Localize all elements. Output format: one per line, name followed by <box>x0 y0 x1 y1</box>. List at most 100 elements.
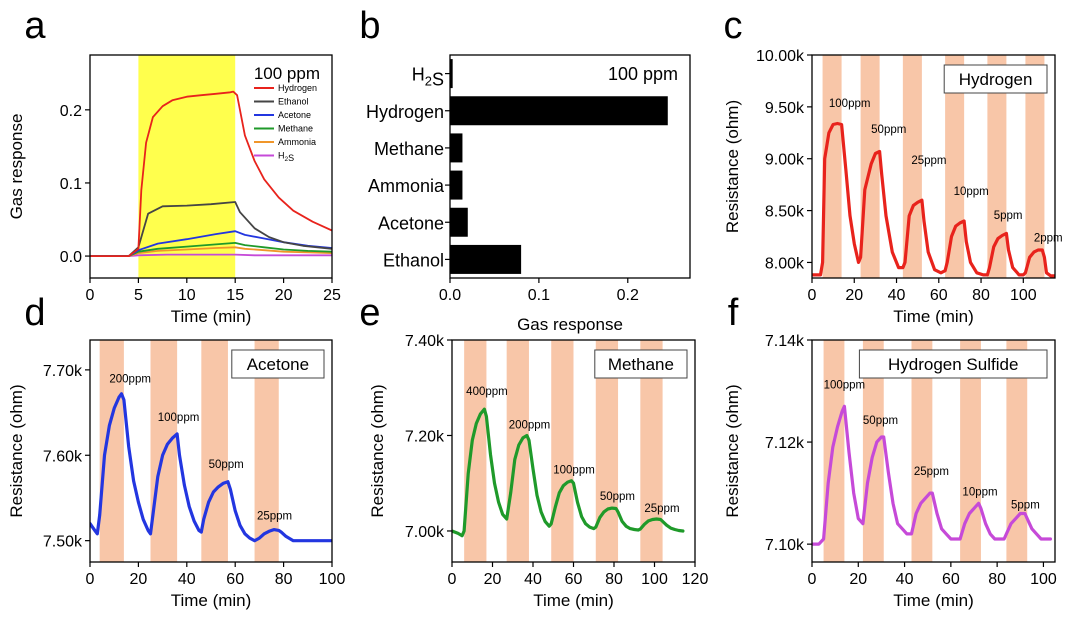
bar <box>450 96 668 125</box>
legend-entry: H2S <box>278 151 294 164</box>
x-tick-label: 80 <box>605 571 623 588</box>
x-tick-label: 0 <box>86 571 95 588</box>
x-axis-label: Time (min) <box>171 307 252 326</box>
x-tick-label: 0 <box>808 571 817 588</box>
x-tick-label: 80 <box>275 571 293 588</box>
concentration-label: 25ppm <box>644 503 679 515</box>
concentration-label: 100ppm <box>829 98 871 110</box>
bar <box>450 171 462 200</box>
panel-label: b <box>359 5 380 47</box>
concentration-annotation: 100 ppm <box>254 64 320 83</box>
legend-entry: Acetone <box>247 355 309 374</box>
legend-entry: Acetone <box>278 110 311 120</box>
x-axis-label: Time (min) <box>533 591 614 610</box>
concentration-label: 50ppm <box>871 124 906 136</box>
x-tick-label: 60 <box>930 287 948 304</box>
x-tick-label: 0 <box>448 571 457 588</box>
y-tick-label: 7.60k <box>43 448 83 465</box>
concentration-label: 50ppm <box>863 415 898 427</box>
concentration-label: 10ppm <box>962 487 997 499</box>
y-tick-label: 0.1 <box>60 176 82 193</box>
x-tick-label: 20 <box>849 571 867 588</box>
category-label: Ammonia <box>368 176 445 196</box>
concentration-label: 10ppm <box>954 186 989 198</box>
x-tick-label: 80 <box>972 287 990 304</box>
x-tick-label: 40 <box>524 571 542 588</box>
concentration-label: 50ppm <box>209 459 244 471</box>
panel-label: a <box>24 5 46 47</box>
legend-entry: Hydrogen Sulfide <box>888 355 1018 374</box>
category-label: Acetone <box>378 213 444 233</box>
x-tick-label: 60 <box>226 571 244 588</box>
x-tick-label: 10 <box>178 287 196 304</box>
panel-label: e <box>359 292 380 334</box>
panel-label: f <box>728 292 739 334</box>
y-tick-label: 8.50k <box>765 204 805 221</box>
bar <box>450 208 468 237</box>
x-tick-label: 0 <box>808 287 817 304</box>
category-label: Ethanol <box>383 250 444 270</box>
y-axis-label: Resistance (ohm) <box>723 384 742 517</box>
y-tick-label: 7.50k <box>43 534 83 551</box>
y-tick-label: 7.00k <box>405 524 445 541</box>
y-tick-label: 7.12k <box>765 435 805 452</box>
panel-b: b H2S Hydrogen Methane Ammonia Acetone Ethanol… <box>359 5 690 334</box>
x-tick-label: 100 <box>1030 571 1057 588</box>
bar <box>450 133 462 162</box>
concentration-label: 200ppm <box>509 419 551 431</box>
panel-a: a 0 5 10 15 20 25 0.0 0.1 0.2 Time (min) Gas respon… <box>7 5 341 326</box>
x-tick-label: 40 <box>888 287 906 304</box>
plot-frame <box>450 55 690 278</box>
concentration-label: 200ppm <box>109 374 151 386</box>
category-label: Hydrogen <box>366 102 444 122</box>
x-tick-label: 100 <box>1010 287 1037 304</box>
concentration-annotation: 100 ppm <box>608 64 678 84</box>
panel-label: d <box>24 292 45 334</box>
y-tick-label: 9.50k <box>765 100 805 117</box>
x-tick-label: 5 <box>134 287 143 304</box>
category-label: H2S <box>412 65 444 90</box>
legend-entry: Methane <box>608 355 674 374</box>
exposure-band <box>464 340 486 562</box>
multi-panel-figure: a0 5 10 15 20 250.00.10.2Time (min)Gas respon… <box>0 0 1080 637</box>
x-tick-label: 0.1 <box>528 287 550 304</box>
panel-label: c <box>724 5 743 47</box>
x-tick-label: 0 <box>86 287 95 304</box>
legend-entry: Hydrogen <box>278 83 317 93</box>
x-tick-label: 20 <box>130 571 148 588</box>
exposure-band <box>824 340 845 562</box>
x-tick-label: 80 <box>988 571 1006 588</box>
concentration-label: 5ppm <box>994 210 1023 222</box>
y-tick-label: 7.70k <box>43 363 83 380</box>
x-tick-label: 60 <box>565 571 583 588</box>
panel-f: f 100ppm 50ppm 25ppm 10ppm 5ppm 0 20 40 60 80 100 7.… <box>723 292 1057 610</box>
legend-entry: Ammonia <box>278 137 316 147</box>
x-tick-label: 15 <box>226 287 244 304</box>
concentration-label: 2ppm <box>1034 233 1063 245</box>
exposure-band <box>201 340 228 562</box>
x-tick-label: 100 <box>319 571 346 588</box>
panel-e: e400ppm200ppm100ppm50ppm25ppm0 20 40 60 80 10… <box>359 292 708 610</box>
y-tick-label: 7.20k <box>405 428 445 445</box>
concentration-label: 100ppm <box>824 379 866 391</box>
y-axis-label: Resistance (ohm) <box>368 384 387 517</box>
series-line-hydrogen <box>812 124 1055 276</box>
legend-entry: Hydrogen <box>959 70 1033 89</box>
concentration-label: 25ppm <box>914 466 949 478</box>
x-tick-label: 120 <box>682 571 709 588</box>
y-axis-label: Resistance (ohm) <box>723 100 742 233</box>
y-axis-label: Resistance (ohm) <box>7 384 26 517</box>
x-tick-label: 60 <box>942 571 960 588</box>
concentration-label: 100ppm <box>553 465 595 477</box>
y-tick-label: 0.0 <box>60 249 82 266</box>
category-label: Methane <box>374 139 444 159</box>
concentration-label: 50ppm <box>600 491 635 503</box>
panel-d: d200ppm100ppm50ppm25ppm0 20 40 60 80 1007.50k… <box>7 292 345 610</box>
panel-c: c 100ppm 50ppm 25ppm 10ppm 5ppm 2ppm 0 20 40 60 80 1… <box>723 5 1063 326</box>
y-tick-label: 7.40k <box>405 333 445 350</box>
y-tick-label: 9.00k <box>765 152 805 169</box>
legend-entry: Methane <box>278 124 313 134</box>
y-tick-label: 0.2 <box>60 103 82 120</box>
y-tick-label: 8.00k <box>765 255 805 272</box>
x-tick-label: 0.0 <box>439 287 461 304</box>
